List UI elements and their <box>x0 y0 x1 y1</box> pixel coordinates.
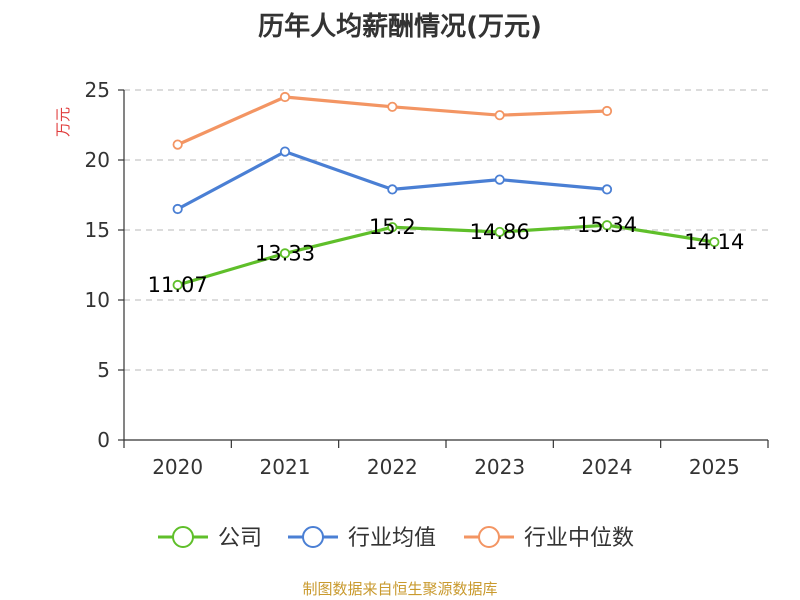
x-tick-label: 2022 <box>367 455 418 479</box>
y-tick-label: 0 <box>97 428 110 452</box>
legend-swatch-marker <box>172 526 194 548</box>
legend-swatch-marker <box>302 526 324 548</box>
chart-title: 历年人均薪酬情况(万元) <box>258 12 542 42</box>
data-point <box>709 236 720 248</box>
data-point <box>387 222 398 233</box>
data-point <box>494 174 505 185</box>
y-tick-label: 5 <box>97 358 110 382</box>
data-label: 15.2 <box>369 215 416 239</box>
data-point <box>172 139 183 150</box>
data-label: 11.07 <box>148 273 208 297</box>
x-tick-label: 2020 <box>152 455 203 479</box>
legend-label: 行业均值 <box>348 526 436 551</box>
x-tick-label: 2025 <box>689 455 740 479</box>
x-tick-label: 2024 <box>582 455 633 479</box>
series-line-0 <box>176 223 716 287</box>
y-tick-label: 20 <box>85 148 110 172</box>
data-label: 14.86 <box>470 220 530 244</box>
data-point <box>601 220 613 231</box>
data-point <box>279 146 291 157</box>
y-tick-label: 10 <box>85 288 110 312</box>
legend-item: 行业均值 <box>288 526 436 551</box>
source-note: 制图数据来自恒生聚源数据库 <box>302 580 498 598</box>
y-axis-unit-label: 万元 <box>54 107 72 137</box>
data-labels: 11.07 13.33 15.2 14.86 15.34 14.14 <box>148 213 745 297</box>
data-point <box>387 101 398 112</box>
legend-item: 行业中位数 <box>464 526 634 551</box>
data-label: 15.34 <box>577 213 637 237</box>
data-point <box>172 203 183 215</box>
y-tick-label: 15 <box>85 218 110 242</box>
data-point <box>601 105 613 117</box>
data-point <box>279 248 291 259</box>
legend-item: 公司 <box>158 526 262 551</box>
series-lines <box>172 91 720 291</box>
data-point <box>172 279 183 291</box>
x-tick-label: 2023 <box>474 455 525 479</box>
legend-swatch-marker <box>478 526 500 548</box>
data-point <box>601 184 613 195</box>
x-tick-label: 2021 <box>260 455 311 479</box>
legend: 公司 行业均值 行业中位数 <box>158 526 634 551</box>
data-point <box>279 91 291 103</box>
y-tick-label: 25 <box>85 78 110 102</box>
data-point <box>494 226 505 238</box>
legend-label: 公司 <box>218 526 262 551</box>
data-point <box>494 110 505 121</box>
legend-label: 行业中位数 <box>524 526 634 551</box>
data-label: 14.14 <box>684 230 744 254</box>
data-point <box>387 184 398 195</box>
data-label: 13.33 <box>255 241 315 265</box>
